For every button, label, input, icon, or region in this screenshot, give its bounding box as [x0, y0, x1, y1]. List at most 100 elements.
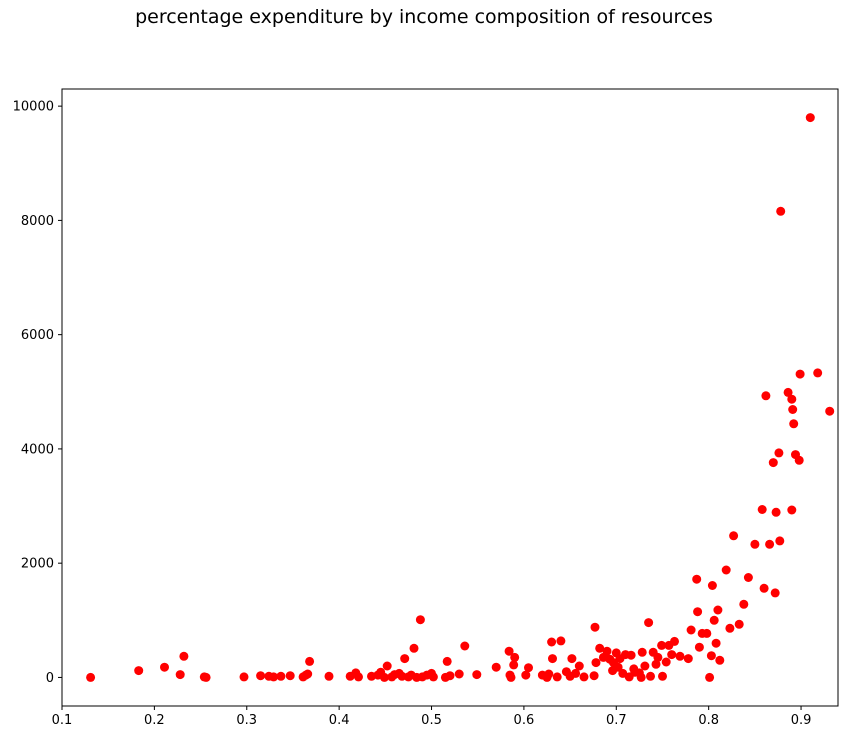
data-point [179, 651, 189, 661]
data-point [509, 660, 519, 670]
data-point [750, 539, 760, 549]
data-point [757, 505, 767, 514]
data-point [646, 671, 655, 681]
data-point [256, 671, 266, 681]
data-point [602, 646, 612, 656]
data-point [636, 672, 646, 682]
plot-frame [61, 88, 839, 707]
data-point [709, 615, 719, 625]
x-tick-label: 0.8 [698, 713, 719, 728]
x-axis: 0.1 0.2 0.3 0.4 0.5 0.6 0.7 0.8 0.9 [52, 706, 812, 728]
data-point [640, 661, 650, 671]
data-point [595, 643, 605, 653]
data-point [472, 670, 482, 680]
data-point [743, 573, 753, 582]
data-point [445, 671, 455, 681]
data-point [552, 672, 562, 682]
data-point [759, 583, 769, 593]
data-point [768, 458, 778, 468]
y-tick-label: 10000 [13, 100, 54, 115]
data-point [379, 672, 389, 682]
data-point [805, 113, 815, 123]
data-points [86, 113, 835, 682]
data-point [589, 671, 599, 681]
data-point [711, 638, 721, 648]
data-point [504, 646, 514, 656]
data-point [787, 394, 797, 404]
chart-title: percentage expenditure by income composi… [135, 6, 713, 28]
data-point [626, 650, 636, 660]
data-point [771, 507, 781, 517]
x-tick-label: 0.1 [52, 713, 73, 728]
data-point [285, 671, 295, 681]
data-point [305, 656, 315, 666]
data-point [415, 615, 425, 625]
data-point [683, 654, 693, 664]
data-point [637, 647, 647, 657]
x-tick-label: 0.5 [421, 713, 442, 728]
data-point [510, 652, 520, 662]
data-point [574, 661, 584, 671]
data-point [653, 652, 663, 662]
data-point [324, 671, 334, 681]
data-point [591, 658, 601, 668]
data-point [721, 565, 731, 575]
y-tick-label: 4000 [21, 442, 54, 457]
data-point [354, 672, 363, 682]
data-point [400, 654, 410, 664]
data-point [556, 636, 566, 646]
data-point [548, 654, 557, 664]
data-point [160, 662, 169, 672]
data-point [651, 659, 661, 669]
y-tick-label: 8000 [21, 214, 54, 229]
data-point [644, 618, 654, 628]
data-point [661, 657, 671, 667]
data-point [442, 656, 452, 666]
data-point [567, 654, 577, 664]
data-point [686, 625, 696, 635]
data-point [239, 672, 249, 682]
data-point [706, 651, 716, 661]
data-point [774, 448, 784, 458]
data-point [693, 607, 703, 617]
data-point [783, 387, 793, 397]
data-point [776, 206, 786, 216]
data-point [739, 599, 749, 609]
y-tick-label: 6000 [21, 328, 54, 343]
data-point [544, 669, 554, 679]
data-point [788, 405, 798, 414]
data-point [521, 670, 531, 680]
y-tick-label: 2000 [21, 557, 54, 572]
data-point [460, 641, 470, 651]
x-tick-label: 0.9 [791, 713, 812, 728]
data-point [506, 672, 516, 682]
data-point [725, 623, 735, 633]
x-tick-label: 0.4 [329, 713, 350, 728]
data-point [303, 669, 313, 679]
data-point [694, 642, 704, 652]
data-point [813, 368, 823, 378]
data-point [491, 662, 501, 672]
data-point [428, 672, 438, 682]
x-tick-label: 0.2 [144, 713, 165, 728]
data-point [692, 574, 702, 584]
data-point [382, 661, 392, 671]
data-point [705, 672, 715, 682]
data-point [795, 369, 805, 379]
data-point [454, 669, 464, 679]
data-point [409, 643, 419, 653]
data-point [86, 672, 96, 682]
data-point [276, 671, 286, 681]
data-point [571, 668, 581, 678]
y-tick-label: 0 [46, 671, 54, 686]
data-point [524, 663, 533, 673]
data-point [787, 505, 797, 515]
data-point [201, 672, 211, 682]
data-point [670, 636, 679, 646]
data-point [729, 531, 739, 541]
x-tick-label: 0.3 [236, 713, 257, 728]
data-point [269, 672, 279, 682]
data-point [765, 539, 775, 549]
y-axis: 0 2000 4000 6000 8000 10000 [13, 100, 62, 686]
